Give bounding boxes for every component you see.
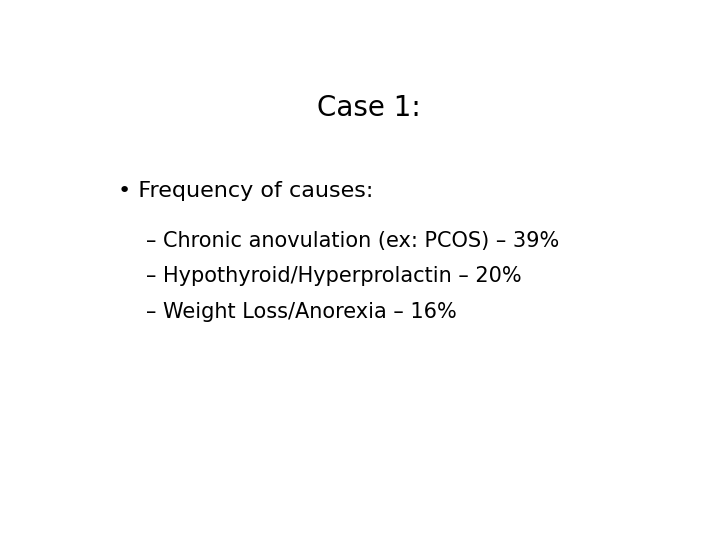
Text: Case 1:: Case 1:	[317, 94, 421, 122]
Text: • Frequency of causes:: • Frequency of causes:	[118, 181, 373, 201]
Text: – Chronic anovulation (ex: PCOS) – 39%: – Chronic anovulation (ex: PCOS) – 39%	[145, 231, 559, 251]
Text: – Weight Loss/Anorexia – 16%: – Weight Loss/Anorexia – 16%	[145, 302, 456, 322]
Text: – Hypothyroid/Hyperprolactin – 20%: – Hypothyroid/Hyperprolactin – 20%	[145, 266, 521, 286]
